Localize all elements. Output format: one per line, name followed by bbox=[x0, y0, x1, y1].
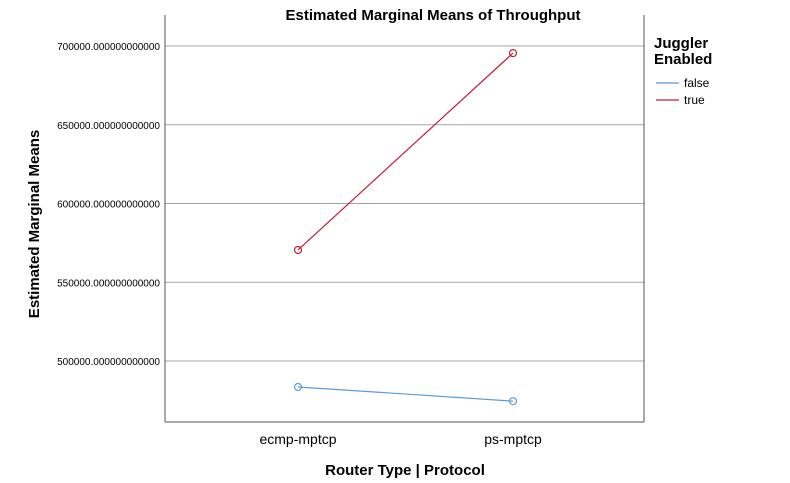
x-tick-labels: ecmp-mptcp ps-mptcp bbox=[259, 431, 542, 447]
series-lines bbox=[293, 48, 518, 406]
data-point-false bbox=[508, 397, 518, 406]
chart-title: Estimated Marginal Means of Throughput bbox=[285, 7, 580, 24]
y-tick-label: 650000.000000000000 bbox=[57, 121, 160, 132]
legend-title-line-2: Enabled bbox=[654, 51, 712, 68]
x-tick-label: ecmp-mptcp bbox=[259, 431, 336, 447]
legend-label-true: true bbox=[684, 93, 705, 107]
y-tick-label: 500000.000000000000 bbox=[57, 357, 160, 368]
data-point-true bbox=[293, 245, 303, 255]
series-line-false bbox=[297, 386, 514, 402]
y-tick-label: 700000.000000000000 bbox=[57, 42, 160, 53]
y-tick-label: 550000.000000000000 bbox=[57, 278, 160, 289]
y-axis-title: Estimated Marginal Means bbox=[26, 130, 43, 318]
y-tick-labels: 500000.000000000000 550000.000000000000 60… bbox=[57, 42, 160, 368]
legend-label-false: false bbox=[684, 76, 710, 90]
legend-title-line-1: Juggler bbox=[654, 35, 708, 52]
gridlines bbox=[165, 45, 644, 362]
x-tick-label: ps-mptcp bbox=[484, 431, 542, 447]
series-line-true bbox=[297, 52, 514, 251]
y-tick-label: 600000.000000000000 bbox=[57, 200, 160, 211]
legend: Juggler Enabled false true bbox=[654, 35, 712, 107]
x-axis-title: Router Type | Protocol bbox=[325, 462, 485, 479]
legend-items: false true bbox=[656, 76, 710, 107]
data-point-true bbox=[508, 48, 518, 58]
data-point-false bbox=[293, 382, 303, 392]
